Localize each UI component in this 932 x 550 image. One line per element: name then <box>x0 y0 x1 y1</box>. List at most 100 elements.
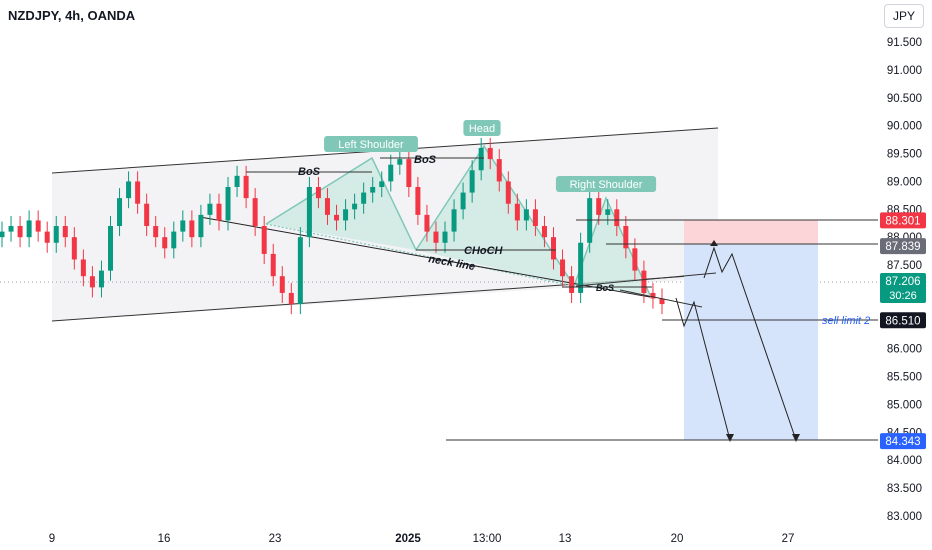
price-label: 88.301 <box>885 215 920 227</box>
pattern-base-dotted <box>265 223 575 287</box>
candle-body <box>451 209 457 232</box>
x-tick-label: 9 <box>49 533 55 545</box>
candle-body <box>650 292 656 299</box>
candle-body <box>216 203 222 221</box>
candle-body <box>135 181 141 204</box>
bos-label-3: BoS <box>596 283 614 293</box>
choch-label: CHoCH <box>464 245 504 257</box>
price-label-bg <box>880 312 926 329</box>
price-label-bg <box>880 273 926 303</box>
x-axis: 9 16 23 2025 13:00 13 20 27 <box>49 533 795 545</box>
y-tick-label: 90.500 <box>887 93 922 105</box>
candle-body <box>189 220 195 238</box>
candle-body <box>252 198 258 227</box>
rising-line <box>575 272 717 287</box>
y-tick-label: 89.000 <box>887 176 922 188</box>
candle-body <box>334 214 340 221</box>
arrow-head-1 <box>726 434 734 442</box>
candle-body <box>596 198 602 215</box>
neck-line <box>199 216 651 298</box>
candle-body <box>397 159 403 165</box>
candle-body <box>225 186 231 221</box>
pattern-label: Head <box>469 123 495 135</box>
candle-body <box>379 181 385 187</box>
price-label-bg <box>880 238 926 255</box>
arrow-head-3 <box>710 240 718 246</box>
price-label-bg <box>880 212 926 229</box>
candle-body <box>424 214 430 232</box>
candle-body <box>0 231 5 238</box>
candle-body <box>406 159 412 187</box>
candle-body <box>71 237 77 260</box>
candle-body <box>8 226 14 232</box>
candle-body <box>532 209 538 227</box>
candle-body <box>17 226 23 238</box>
y-tick-label: 90.000 <box>887 121 922 133</box>
candle-body <box>514 203 520 221</box>
candle-body <box>53 226 59 243</box>
candle-body <box>89 276 95 288</box>
candle-body <box>35 220 41 232</box>
candle-body <box>632 248 638 271</box>
x-tick-label: 13 <box>559 533 572 545</box>
candle-body <box>523 209 529 221</box>
sell-limit-label: sell limit 2 <box>822 315 870 327</box>
x-tick-label: 16 <box>158 533 171 545</box>
candle-body <box>162 237 168 249</box>
candles <box>0 137 665 315</box>
candle-body <box>614 209 620 227</box>
left-shoulder-area <box>266 158 416 250</box>
y-tick-label: 85.000 <box>887 399 922 411</box>
candle-body <box>487 147 493 160</box>
y-tick-label: 86.000 <box>887 344 922 356</box>
candle-body <box>505 181 511 204</box>
chart-title: NZDJPY, 4h, OANDA <box>8 8 136 23</box>
price-labels: 88.301 87.839 87.206 30:26 86.510 84.343 <box>880 212 926 450</box>
x-tick-label: 20 <box>671 533 684 545</box>
candle-body <box>107 226 113 271</box>
candle-body <box>198 214 204 238</box>
candle-body <box>297 237 303 305</box>
bos-label-2: BoS <box>414 154 437 166</box>
candle-body <box>261 226 267 254</box>
x-tick-label: 2025 <box>395 533 421 545</box>
candle-body <box>388 164 394 182</box>
candle-body <box>80 259 86 277</box>
projection-path-1 <box>675 297 731 441</box>
price-label: 87.839 <box>885 241 920 253</box>
pattern-label-bg <box>555 176 657 192</box>
candle-body <box>98 270 104 288</box>
x-tick-label: 23 <box>269 533 282 545</box>
head-area <box>416 146 574 286</box>
candle-body <box>207 203 213 215</box>
price-label-bg <box>880 433 926 450</box>
candle-body <box>117 198 123 227</box>
y-tick-label: 83.000 <box>887 511 922 523</box>
y-tick-label: 87.500 <box>887 260 922 272</box>
projection-path-2 <box>703 246 797 441</box>
candle-body <box>270 253 276 277</box>
candle-body <box>279 276 285 293</box>
candle-body <box>352 203 358 210</box>
y-tick-label: 91.500 <box>887 37 922 49</box>
candle-body <box>243 175 249 199</box>
candle-body <box>623 226 629 249</box>
y-tick-label: 84.000 <box>887 455 922 467</box>
candle-body <box>460 192 466 210</box>
candle-body <box>153 226 159 238</box>
y-tick-label: 91.000 <box>887 65 922 77</box>
pattern-outline <box>265 144 651 296</box>
price-label: 87.206 <box>885 276 920 288</box>
candle-body <box>361 192 367 204</box>
countdown-label: 30:26 <box>889 290 917 302</box>
candle-body <box>324 198 330 215</box>
pattern-label-bg <box>324 136 418 152</box>
bos-label-1: BoS <box>298 166 321 178</box>
candle-body <box>144 203 150 227</box>
right-shoulder-area <box>574 198 650 295</box>
price-label: 84.343 <box>885 436 920 448</box>
currency-button[interactable]: JPY <box>884 4 924 28</box>
candle-body <box>180 220 186 232</box>
candle-body <box>234 175 240 187</box>
